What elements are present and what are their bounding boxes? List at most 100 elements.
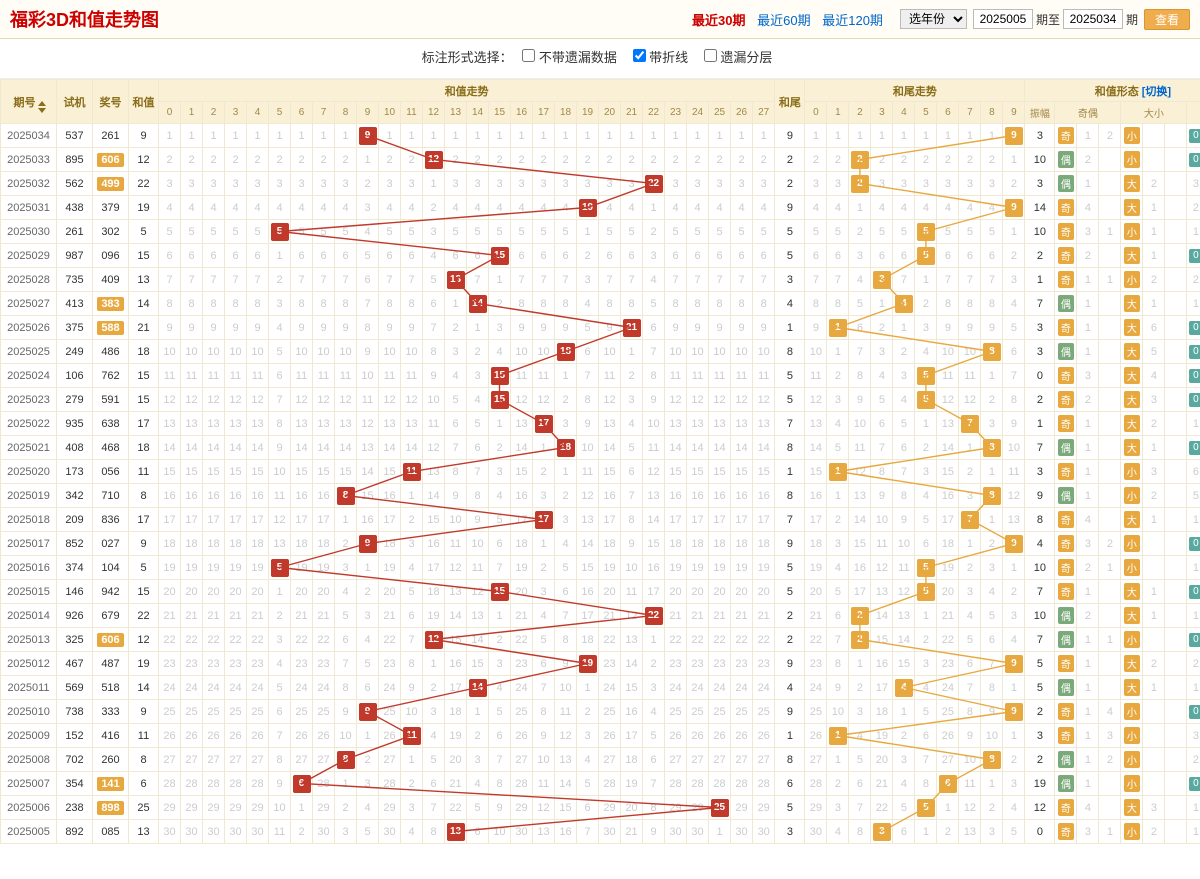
cell-hz-miss: 13 — [423, 460, 445, 484]
cell-hz-miss: 26 — [225, 724, 247, 748]
cell-012-hit: 0 — [1187, 244, 1200, 268]
switch-link[interactable]: [切换] — [1142, 86, 1171, 98]
cell-bs-tag: 小 — [1121, 532, 1143, 556]
cell-tail-miss: 3 — [827, 388, 849, 412]
cell-oe-m1: 4 — [1077, 508, 1099, 532]
cell-oe-m2 — [1099, 316, 1121, 340]
cell-hz-miss: 8 — [181, 292, 203, 316]
cell-oe-tag: 奇 — [1055, 460, 1077, 484]
cell-hz-miss: 4 — [489, 676, 511, 700]
cell-hz-miss: 1 — [621, 124, 643, 148]
cell-hz-miss: 3 — [687, 172, 709, 196]
cell-hz-miss: 2 — [687, 148, 709, 172]
cell-hz-miss: 8 — [511, 292, 533, 316]
cell-hz-miss: 2 — [269, 604, 291, 628]
cell-oe-m1: 3 — [1077, 532, 1099, 556]
cell-hz-miss: 26 — [181, 724, 203, 748]
cell-hz: 12 — [129, 628, 159, 652]
th-issue[interactable]: 期号 — [1, 80, 57, 124]
cell-tail-miss: 3 — [915, 172, 937, 196]
cell-hz-miss: 2 — [489, 148, 511, 172]
cell-012-hit: 0 — [1187, 388, 1200, 412]
cell-tail-hit: 8 — [981, 748, 1003, 772]
cell-bs-tag: 小 — [1121, 556, 1143, 580]
cell-hz-miss: 20 — [621, 796, 643, 820]
view-button[interactable]: 查看 — [1144, 9, 1190, 30]
cell-tail-hit: 2 — [849, 148, 871, 172]
cell-hz-miss: 10 — [577, 436, 599, 460]
cell-bs-m2 — [1165, 172, 1187, 196]
cell-hz-miss: 8 — [291, 292, 313, 316]
cell-tail-miss: 12 — [959, 388, 981, 412]
cell-zf: 7 — [1025, 292, 1055, 316]
cell-hz-miss: 27 — [291, 748, 313, 772]
opt-polyline[interactable]: 带折线 — [633, 50, 689, 65]
opt-layer[interactable]: 遗漏分层 — [704, 50, 773, 65]
cell-issue: 2025016 — [1, 556, 57, 580]
cell-hz-miss: 9 — [643, 820, 665, 844]
opt-layer-checkbox[interactable] — [704, 49, 717, 62]
cell-hz-miss: 11 — [335, 364, 357, 388]
cell-hz-miss: 27 — [181, 748, 203, 772]
cell-test: 146 — [57, 580, 93, 604]
cell-hz-miss: 7 — [621, 268, 643, 292]
cell-oe-tag: 奇 — [1055, 220, 1077, 244]
cell-oe-m2: 1 — [1099, 556, 1121, 580]
cell-hz-miss: 28 — [665, 772, 687, 796]
cell-hz-miss: 29 — [181, 796, 203, 820]
cell-bs-m1: 2 — [1143, 412, 1165, 436]
cell-hz-miss: 8 — [159, 292, 181, 316]
cell-bs-m2 — [1165, 436, 1187, 460]
cell-hz-miss: 9 — [555, 316, 577, 340]
cell-prize: 141 — [93, 772, 129, 796]
cell-hz-miss: 17 — [665, 508, 687, 532]
link-recent120[interactable]: 最近120期 — [822, 13, 883, 28]
th-hezhi: 和值 — [129, 80, 159, 124]
cell-hz-miss: 23 — [203, 652, 225, 676]
cell-hz-miss: 6 — [269, 700, 291, 724]
year-select[interactable]: 选年份 — [900, 9, 967, 29]
th-hewei: 和尾 — [775, 80, 805, 124]
cell-hz-miss: 16 — [687, 484, 709, 508]
from-issue-input[interactable] — [973, 9, 1033, 29]
cell-hz-miss: 15 — [445, 628, 467, 652]
cell-hz-miss: 24 — [313, 676, 335, 700]
cell-012-hit: 0 — [1187, 364, 1200, 388]
cell-hz-miss: 6 — [445, 244, 467, 268]
cell-hz-miss: 28 — [159, 772, 181, 796]
link-recent30[interactable]: 最近30期 — [692, 13, 745, 28]
cell-hz: 15 — [129, 580, 159, 604]
cell-hz-miss: 19 — [291, 556, 313, 580]
opt-polyline-checkbox[interactable] — [633, 49, 646, 62]
cell-tail: 9 — [775, 124, 805, 148]
cell-tail-miss: 8 — [981, 292, 1003, 316]
opt-no-miss-checkbox[interactable] — [522, 49, 535, 62]
cell-hz-miss: 10 — [423, 388, 445, 412]
cell-hz-miss: 1 — [423, 172, 445, 196]
cell-hz-miss: 2 — [335, 796, 357, 820]
cell-hz-miss: 14 — [247, 436, 269, 460]
cell-tail-miss: 9 — [893, 508, 915, 532]
cell-issue: 2025017 — [1, 532, 57, 556]
cell-hz-miss: 17 — [247, 508, 269, 532]
cell-bs-m2 — [1165, 628, 1187, 652]
cell-tail-miss: 11 — [893, 556, 915, 580]
opt-no-miss[interactable]: 不带遗漏数据 — [522, 50, 617, 65]
cell-hz-miss: 4 — [159, 196, 181, 220]
cell-test: 987 — [57, 244, 93, 268]
to-issue-input[interactable] — [1063, 9, 1123, 29]
cell-hz-miss: 17 — [423, 556, 445, 580]
cell-zf: 7 — [1025, 580, 1055, 604]
link-recent60[interactable]: 最近60期 — [757, 13, 810, 28]
cell-hz-miss: 16 — [291, 484, 313, 508]
cell-tail-miss: 19 — [805, 556, 827, 580]
cell-tail-miss: 24 — [805, 676, 827, 700]
cell-hz-miss: 3 — [335, 820, 357, 844]
cell-hz-miss: 5 — [269, 676, 291, 700]
cell-bs-tag: 大 — [1121, 796, 1143, 820]
cell-tail-miss: 4 — [805, 196, 827, 220]
cell-hz-miss: 13 — [269, 532, 291, 556]
cell-hz-miss: 9 — [225, 316, 247, 340]
cell-hz-miss: 8 — [467, 484, 489, 508]
cell-tail-miss: 2 — [827, 364, 849, 388]
